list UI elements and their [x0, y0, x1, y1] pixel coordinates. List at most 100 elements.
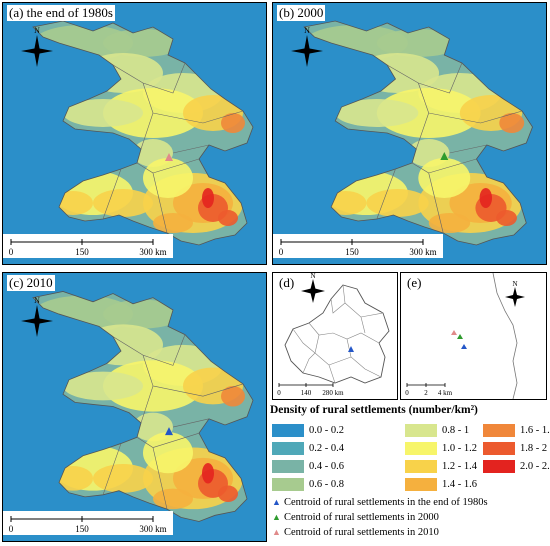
centroid-label: Centroid of rural settlements in 2010 — [284, 527, 439, 538]
svg-text:140: 140 — [301, 389, 312, 397]
svg-text:300 km: 300 km — [139, 524, 166, 534]
svg-text:N: N — [304, 26, 310, 35]
centroid-marker — [165, 427, 173, 436]
legend-swatch — [405, 424, 437, 437]
north-arrow-icon: N — [291, 26, 323, 67]
panel-label: (a) the end of 1980s — [7, 5, 115, 21]
legend-label: 0.6 - 0.8 — [309, 479, 344, 490]
svg-text:N: N — [512, 280, 517, 288]
legend-label: 0.8 - 1 — [442, 425, 470, 436]
north-arrow-icon: N — [505, 280, 525, 307]
legend-item: 0.6 - 0.8 — [272, 478, 344, 491]
province-boundary — [303, 20, 533, 246]
svg-text:0: 0 — [405, 389, 409, 397]
centroid-label: Centroid of rural settlements in 2000 — [284, 512, 439, 523]
legend-item: 2.0 - 2.2 — [483, 460, 550, 473]
legend-item: 0.4 - 0.6 — [272, 460, 344, 473]
panel-label: (d) — [277, 275, 297, 291]
scale-bar: 0 150 300 km — [273, 234, 443, 258]
svg-text:150: 150 — [345, 247, 359, 257]
map-panel-b: N 0 150 300 km (b) 2000 — [272, 2, 547, 265]
locator-panel-d: N 0 140 280 km (d) — [272, 272, 398, 400]
centroid-legend-item: ▲ Centroid of rural settlements in 2000 — [272, 512, 439, 523]
legend-swatch — [272, 460, 304, 473]
centroid-zoom-map: N 0 2 4 km — [405, 273, 525, 399]
density-map-c: N 0 150 300 km — [3, 273, 266, 541]
svg-text:150: 150 — [75, 247, 89, 257]
legend-item: 0.0 - 0.2 — [272, 424, 344, 437]
centroid-label: Centroid of rural settlements in the end… — [284, 497, 488, 508]
panel-label: (c) 2010 — [7, 275, 55, 291]
north-arrow-icon: N — [21, 26, 53, 67]
centroid-legend-item: ▲ Centroid of rural settlements in 2010 — [272, 527, 439, 538]
svg-text:0: 0 — [9, 524, 14, 534]
north-arrow-icon: N — [301, 273, 325, 303]
svg-text:300 km: 300 km — [139, 247, 166, 257]
legend-swatch — [272, 478, 304, 491]
svg-text:150: 150 — [75, 524, 89, 534]
legend-swatch — [405, 478, 437, 491]
svg-text:280 km: 280 km — [322, 389, 344, 397]
province-boundary — [32, 20, 254, 246]
legend-swatch — [483, 460, 515, 473]
centroid-marker — [440, 152, 449, 160]
north-arrow-icon: N — [21, 296, 53, 337]
centroid-legend-item: ▲ Centroid of rural settlements in the en… — [272, 497, 488, 508]
svg-text:N: N — [34, 296, 40, 305]
svg-text:2: 2 — [424, 389, 428, 397]
legend-swatch — [483, 442, 515, 455]
prefecture-boundaries — [102, 334, 244, 510]
svg-text:4 km: 4 km — [438, 389, 453, 397]
centroid-2000-marker — [457, 334, 463, 339]
svg-text:N: N — [310, 273, 315, 280]
legend-swatch — [272, 424, 304, 437]
centroid-2010-marker — [461, 344, 467, 349]
triangle-icon: ▲ — [272, 527, 281, 537]
legend-label: 0.0 - 0.2 — [309, 425, 344, 436]
legend-item: 1.8 - 2 — [483, 442, 547, 455]
legend-label: 1.2 - 1.4 — [442, 461, 477, 472]
density-map-b: N 0 150 300 km — [273, 3, 546, 264]
svg-text:N: N — [34, 26, 40, 35]
svg-text:0: 0 — [279, 247, 284, 257]
panel-label: (b) 2000 — [277, 5, 326, 21]
legend-item: 1.6 - 1.8 — [483, 424, 550, 437]
prefecture-boundaries — [376, 62, 523, 234]
zoom-panel-e: N 0 2 4 km (e) — [400, 272, 547, 400]
legend-label: 0.4 - 0.6 — [309, 461, 344, 472]
scale-bar: 0 140 280 km — [277, 383, 344, 397]
map-panel-a: N 0 150 300 km (a) the end of 1980s — [2, 2, 267, 265]
legend-label: 1.8 - 2 — [520, 443, 548, 454]
legend-title: Density of rural settlements (number/km²… — [270, 404, 478, 416]
legend-item: 0.2 - 0.4 — [272, 442, 344, 455]
svg-text:300 km: 300 km — [409, 247, 436, 257]
scale-bar: 0 150 300 km — [3, 234, 173, 258]
triangle-icon: ▲ — [272, 512, 281, 522]
legend-item: 1.4 - 1.6 — [405, 478, 477, 491]
legend-swatch — [405, 460, 437, 473]
legend-label: 2.0 - 2.2 — [520, 461, 550, 472]
density-map-a: N 0 150 300 km — [3, 3, 266, 264]
legend-swatch — [405, 442, 437, 455]
legend-swatch — [272, 442, 304, 455]
legend-label: 0.2 - 0.4 — [309, 443, 344, 454]
legend-label: 1.4 - 1.6 — [442, 479, 477, 490]
scale-bar: 0 2 4 km — [405, 383, 453, 397]
triangle-icon: ▲ — [272, 497, 281, 507]
legend-label: 1.0 - 1.2 — [442, 443, 477, 454]
centroid-marker — [165, 153, 173, 161]
legend-item: 1.0 - 1.2 — [405, 442, 477, 455]
prefecture-boundaries — [102, 62, 244, 234]
panel-label: (e) — [405, 275, 424, 291]
scale-bar: 0 150 300 km — [3, 511, 173, 535]
svg-text:0: 0 — [9, 247, 14, 257]
map-panel-c: N 0 150 300 km (c) 2010 — [2, 272, 267, 542]
province-boundary — [32, 291, 254, 522]
legend-label: 1.6 - 1.8 — [520, 425, 550, 436]
legend-item: 0.8 - 1 — [405, 424, 469, 437]
legend-item: 1.2 - 1.4 — [405, 460, 477, 473]
svg-text:0: 0 — [277, 389, 281, 397]
legend-swatch — [483, 424, 515, 437]
centroid-1980s-marker — [451, 330, 457, 335]
province-outline-map: N 0 140 280 km — [277, 273, 390, 397]
